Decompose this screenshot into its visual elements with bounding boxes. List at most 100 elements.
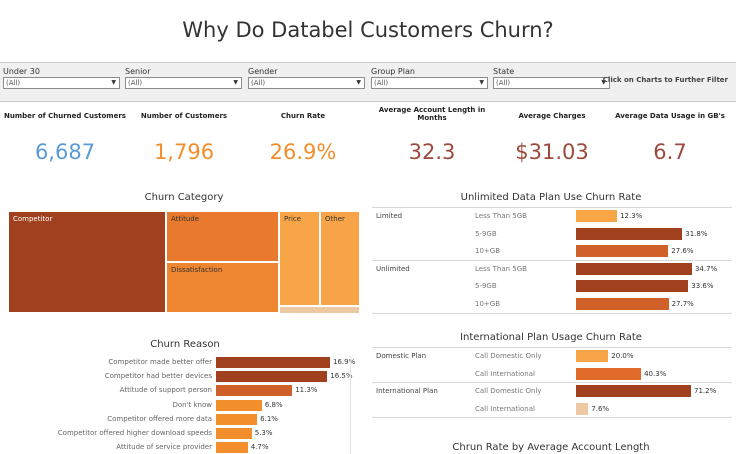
bar[interactable] xyxy=(216,399,262,411)
kpi-value-avg-charges: $31.03 xyxy=(515,140,589,164)
filter-hint: Click on Charts to Further Filter xyxy=(602,76,728,84)
treemap-cell-competitor[interactable]: Competitor xyxy=(8,211,166,313)
filter-select[interactable]: (All) ▼ xyxy=(493,77,610,89)
bar[interactable] xyxy=(576,262,692,275)
page-title: Why Do Databel Customers Churn? xyxy=(182,18,554,42)
group-separator xyxy=(372,382,732,383)
group-separator xyxy=(372,347,732,348)
bar-value-label: 16.9% xyxy=(333,358,356,366)
filter-select[interactable]: (All) ▼ xyxy=(125,77,242,89)
international-plan-chart: Domestic Plan Call Domestic Only 20.0% Call… xyxy=(372,347,732,423)
bar[interactable] xyxy=(576,227,683,240)
bar[interactable] xyxy=(216,371,328,383)
bar[interactable] xyxy=(216,385,293,397)
group-label: Limited xyxy=(376,212,403,220)
kpi-label-avg-charges: Average Charges xyxy=(518,112,586,120)
row-label: Call International xyxy=(475,404,535,413)
kpi-value-data-usage: 6.7 xyxy=(653,140,687,164)
reason-label: Competitor made better offer xyxy=(108,358,212,366)
row-label: 5-9GB xyxy=(475,282,497,291)
international-plan-title: International Plan Usage Churn Rate xyxy=(460,332,642,343)
filter-gender[interactable]: Gender (All) ▼ xyxy=(248,67,365,89)
bar[interactable] xyxy=(576,298,669,310)
account-length-title: Chrun Rate by Average Account Length xyxy=(452,442,650,453)
bar[interactable] xyxy=(216,428,252,439)
bar-value-label: 4.7% xyxy=(250,443,269,452)
treemap-cell-price[interactable]: Price xyxy=(279,211,320,306)
row-label: 10+GB xyxy=(475,300,500,308)
bar[interactable] xyxy=(576,402,589,415)
reason-label: Competitor offered higher download speed… xyxy=(57,429,212,437)
treemap-cell-unlabeled[interactable] xyxy=(279,306,360,314)
group-separator xyxy=(372,259,732,261)
bar-value-label: 33.6% xyxy=(691,282,714,291)
bar[interactable] xyxy=(216,442,248,454)
bar-value-label: 16.5% xyxy=(330,372,353,381)
bar-value-label: 5.3% xyxy=(254,429,273,437)
churn-category-treemap: Competitor Attitude Dissatisfaction Pric… xyxy=(8,211,360,314)
bar[interactable] xyxy=(216,413,258,425)
filter-label: Gender xyxy=(248,67,278,76)
unlimited-plan-title: Unlimited Data Plan Use Churn Rate xyxy=(460,192,642,203)
bar[interactable] xyxy=(576,280,689,293)
treemap-cell-other[interactable]: Other xyxy=(320,211,360,306)
row-label: Less Than 5GB xyxy=(475,212,527,220)
row-label: Call Domestic Only xyxy=(475,387,542,395)
group-separator xyxy=(372,312,732,314)
row-label: 5-9GB xyxy=(475,229,497,238)
filter-group-plan[interactable]: Group Plan (All) ▼ xyxy=(371,67,488,89)
bar-value-label: 7.6% xyxy=(591,404,610,413)
bar[interactable] xyxy=(576,245,669,258)
filter-select[interactable]: (All) ▼ xyxy=(3,77,120,89)
churn-reason-title: Churn Reason xyxy=(150,339,220,350)
bar[interactable] xyxy=(216,357,330,368)
chevron-down-icon: ▼ xyxy=(356,79,361,86)
chevron-down-icon: ▼ xyxy=(233,79,238,86)
bar-value-label: 31.8% xyxy=(685,229,708,238)
filter-under-30[interactable]: Under 30 (All) ▼ xyxy=(3,67,120,89)
group-label: International Plan xyxy=(376,387,438,395)
bar-value-label: 71.2% xyxy=(694,387,717,395)
kpi-label-account-length: Average Account Length in Months xyxy=(378,106,486,122)
treemap-cell-dissatisfaction[interactable]: Dissatisfaction xyxy=(166,262,279,313)
reason-label: Attitude of support person xyxy=(119,386,212,395)
filter-select[interactable]: (All) ▼ xyxy=(371,77,488,89)
bar-value-label: 34.7% xyxy=(694,264,718,273)
bar[interactable] xyxy=(576,367,642,380)
kpi-label-churn-rate: Churn Rate xyxy=(280,112,326,120)
kpi-value-customers: 1,796 xyxy=(153,140,215,164)
churn-category-title: Churn Category xyxy=(144,192,224,203)
filter-label: State xyxy=(493,67,515,76)
kpi-label-customers: Number of Customers xyxy=(140,112,228,120)
bar-value-label: 27.7% xyxy=(671,300,694,308)
unlimited-plan-chart: Limited Less Than 5GB 12.3% 5-9GB 31.8% 10+GB… xyxy=(372,207,732,317)
filter-select[interactable]: (All) ▼ xyxy=(248,77,365,89)
filter-senior[interactable]: Senior (All) ▼ xyxy=(125,67,242,89)
group-separator xyxy=(372,207,732,208)
kpi-value-churn-rate: 26.9% xyxy=(269,140,337,164)
kpi-label-data-usage: Average Data Usage in GB's xyxy=(615,112,725,120)
filter-label: Group Plan xyxy=(371,67,415,76)
bar-value-label: 12.3% xyxy=(620,212,643,220)
bar[interactable] xyxy=(576,210,618,222)
bar-value-label: 40.3% xyxy=(644,369,667,378)
filter-bar: Under 30 (All) ▼ Senior (All) ▼ Gender (Al… xyxy=(0,62,736,102)
bar[interactable] xyxy=(576,385,691,397)
reason-label: Don't know xyxy=(172,400,212,409)
reason-label: Attitude of service provider xyxy=(116,443,212,452)
group-separator xyxy=(372,417,732,418)
row-label: 10+GB xyxy=(475,247,500,256)
bar[interactable] xyxy=(576,350,609,362)
kpi-value-account-length: 32.3 xyxy=(408,140,456,164)
churn-reason-chart: Competitor made better offer 16.9% Competi… xyxy=(0,356,360,454)
bar-value-label: 11.3% xyxy=(295,386,318,395)
row-label: Call International xyxy=(475,369,535,378)
bar-value-label: 6.1% xyxy=(260,414,278,423)
chart-divider xyxy=(350,356,351,454)
kpi-value-churned: 6,687 xyxy=(34,140,96,164)
row-label: Less Than 5GB xyxy=(475,264,527,273)
treemap-cell-attitude[interactable]: Attitude xyxy=(166,211,279,262)
filter-label: Under 30 xyxy=(3,67,40,76)
filter-state[interactable]: State (All) ▼ xyxy=(493,67,610,89)
reason-label: Competitor had better devices xyxy=(104,372,212,381)
